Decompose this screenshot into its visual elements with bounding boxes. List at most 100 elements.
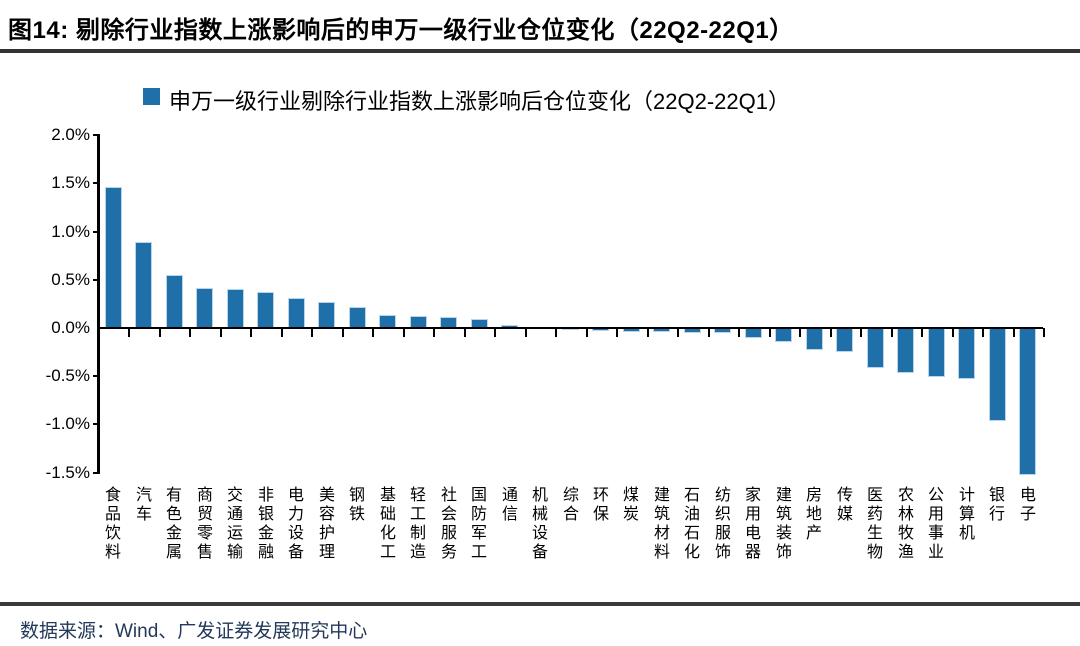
bar [135, 242, 152, 328]
x-axis-tick [921, 328, 923, 337]
bar [227, 289, 244, 328]
y-axis-tick [93, 278, 100, 281]
x-axis-category-label: 美容护理 [318, 487, 335, 561]
bar [806, 328, 823, 350]
x-axis-tick [616, 328, 618, 337]
x-axis-tick [128, 328, 130, 337]
y-axis-tick [93, 134, 100, 137]
chart-legend: 申万一级行业剔除行业指数上涨影响后仓位变化（22Q2-22Q1） [143, 84, 790, 116]
x-axis-tick [1013, 328, 1015, 337]
y-axis-line [97, 135, 100, 473]
x-axis-category-label: 医药生物 [866, 487, 883, 561]
x-axis-tick [738, 328, 740, 337]
x-axis-tick [372, 328, 374, 337]
data-source-note: 数据来源：Wind、广发证券发展研究中心 [20, 621, 368, 642]
x-axis-category-label: 社会服务 [440, 487, 457, 561]
x-axis-tick [677, 328, 679, 337]
x-axis-category-label: 环保 [592, 487, 609, 523]
bar [105, 187, 122, 328]
bar [257, 292, 274, 328]
figure-title: 图14: 剔除行业指数上涨影响后的申万一级行业仓位变化（22Q2-22Q1） [8, 17, 794, 44]
x-axis-tick [982, 328, 984, 337]
x-axis-tick [281, 328, 283, 337]
x-axis-tick [220, 328, 222, 337]
bar [318, 302, 335, 328]
x-axis-category-label: 交通运输 [226, 487, 243, 561]
x-axis-category-label: 计算机 [958, 487, 975, 542]
x-axis-tick [708, 328, 710, 337]
y-axis-tick [93, 423, 100, 426]
x-axis-category-label: 家用电器 [744, 487, 761, 561]
x-axis-category-label: 国防军工 [470, 487, 487, 561]
x-axis-category-label: 综合 [562, 487, 579, 523]
x-axis-tick [586, 328, 588, 337]
x-axis-tick [342, 328, 344, 337]
y-axis-tick-label: 1.0% [51, 221, 90, 241]
x-axis-tick [189, 328, 191, 337]
x-axis-category-label: 钢铁 [348, 487, 365, 523]
x-axis-tick [555, 328, 557, 337]
x-axis-category-label: 农林牧渔 [897, 487, 914, 561]
y-axis-tick [93, 471, 100, 474]
title-divider [0, 49, 1080, 53]
y-axis-tick-label: 0.5% [51, 269, 90, 289]
x-axis-category-label: 汽车 [135, 487, 152, 523]
y-axis-tick-label: 2.0% [51, 125, 90, 145]
bar [1019, 328, 1036, 475]
x-axis-category-label: 传媒 [836, 487, 853, 523]
x-axis-category-label: 电子 [1019, 487, 1036, 523]
x-axis-category-label: 房地产 [805, 487, 822, 542]
y-axis-tick-label: 1.5% [51, 173, 90, 193]
bar [745, 328, 762, 338]
bar [166, 275, 183, 328]
bar [349, 307, 366, 328]
y-axis-tick-label: -1.5% [45, 462, 90, 482]
y-axis-tick-label: -0.5% [45, 366, 90, 386]
x-axis-tick [769, 328, 771, 337]
x-axis-tick [525, 328, 527, 337]
y-axis-tick [93, 230, 100, 233]
x-axis-tick [830, 328, 832, 337]
x-axis-category-label: 银行 [988, 487, 1005, 523]
bar [288, 298, 305, 328]
x-axis-tick [494, 328, 496, 337]
x-axis-category-label: 通信 [501, 487, 518, 523]
x-axis-line [97, 326, 1043, 329]
y-axis-tick-label: -1.0% [45, 414, 90, 434]
x-axis-category-label: 商贸零售 [196, 487, 213, 561]
x-axis-category-label: 有色金属 [165, 487, 182, 561]
legend-label: 申万一级行业剔除行业指数上涨影响后仓位变化（22Q2-22Q1） [169, 89, 790, 114]
x-axis-category-label: 机械设备 [531, 487, 548, 561]
bar [989, 328, 1006, 421]
bar [836, 328, 853, 352]
x-axis-category-label: 食品饮料 [104, 487, 121, 561]
bar [897, 328, 914, 373]
x-axis-tick [403, 328, 405, 337]
x-axis-tick [952, 328, 954, 337]
x-axis-tick [891, 328, 893, 337]
footer-divider [0, 602, 1080, 606]
x-axis-tick [464, 328, 466, 337]
bar [775, 328, 792, 342]
y-axis-tick [93, 375, 100, 378]
x-axis-tick [433, 328, 435, 337]
x-axis-category-label: 建筑材料 [653, 487, 670, 561]
x-axis-category-label: 基础化工 [379, 487, 396, 561]
bar [867, 328, 884, 368]
x-axis-category-label: 煤炭 [622, 487, 639, 523]
x-axis-category-label: 公用事业 [927, 487, 944, 561]
bar [196, 288, 213, 328]
legend-square-icon [143, 88, 160, 105]
x-axis-tick [647, 328, 649, 337]
bar [928, 328, 945, 377]
y-axis-tick [93, 182, 100, 185]
x-axis-category-label: 非银金融 [257, 487, 274, 561]
x-axis-tick [250, 328, 252, 337]
y-axis-tick-label: 0.0% [51, 318, 90, 337]
x-axis-category-label: 石油石化 [683, 487, 700, 561]
x-axis-tick [799, 328, 801, 337]
x-axis-tick [311, 328, 313, 337]
x-axis-tick [860, 328, 862, 337]
x-axis-category-label: 纺织服饰 [714, 487, 731, 561]
